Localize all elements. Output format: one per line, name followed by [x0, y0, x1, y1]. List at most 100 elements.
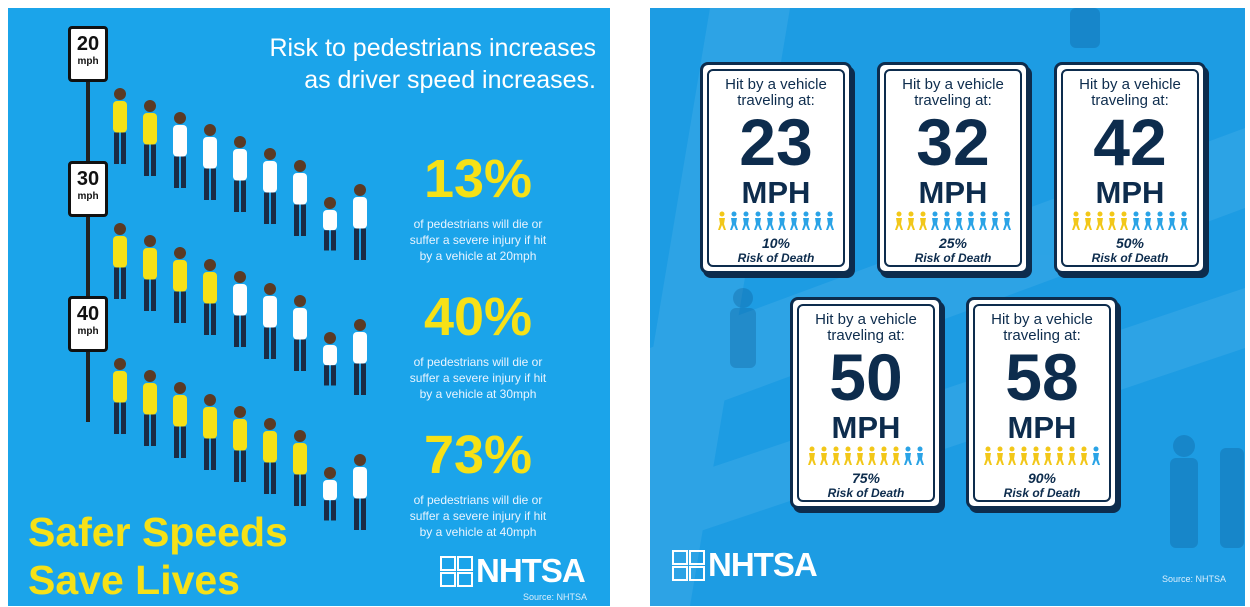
- card-unit: MPH: [918, 175, 988, 210]
- card-border: [707, 69, 845, 267]
- pedestrian-icons: [808, 446, 924, 465]
- person-body: [173, 395, 187, 427]
- card-heading: Hit by a vehicle traveling at:: [991, 311, 1093, 344]
- card-speed: 50: [829, 340, 903, 414]
- person-head: [174, 382, 186, 394]
- person-head: [174, 247, 186, 259]
- person-leg: [271, 327, 276, 359]
- person-leg: [294, 204, 299, 236]
- pedestrian-icon-head: [869, 446, 875, 452]
- person-leg: [151, 279, 156, 311]
- person-leg: [181, 426, 186, 458]
- logo-text: NHTSA: [708, 546, 818, 583]
- person-body: [353, 197, 367, 229]
- person-head: [264, 418, 276, 430]
- person-head: [324, 197, 336, 209]
- pedestrian-icon-body: [1068, 453, 1076, 465]
- person-leg: [294, 474, 299, 506]
- person-figure: [263, 283, 277, 359]
- person-head: [294, 295, 306, 307]
- card-heading: Hit by a vehicle traveling at:: [725, 76, 827, 109]
- person-figure: [323, 197, 337, 251]
- sign-pole: [86, 82, 90, 162]
- pedestrian-icon-head: [893, 446, 899, 452]
- pedestrian-icon-head: [857, 446, 863, 452]
- person-body: [143, 113, 157, 145]
- pedestrian-icons: [718, 211, 834, 230]
- stat-line: suffer a severe injury if hit: [409, 233, 547, 247]
- person-figure: [263, 418, 277, 494]
- pedestrian-icon-body: [943, 218, 951, 230]
- person-figure: [143, 100, 157, 176]
- pedestrian-icon-head: [815, 211, 821, 217]
- person-leg: [151, 414, 156, 446]
- card-risk-label: Risk of Death: [1003, 486, 1081, 500]
- pedestrian-icon-head: [992, 211, 998, 217]
- card-risk: 90%: [1027, 470, 1057, 486]
- pedestrian-icon-head: [827, 211, 833, 217]
- person-leg: [301, 339, 306, 371]
- pedestrian-icon-body: [808, 453, 816, 465]
- pedestrian-icon-head: [1097, 211, 1103, 217]
- person-body: [263, 161, 277, 193]
- pedestrian-icon-head: [881, 446, 887, 452]
- stat-line: suffer a severe injury if hit: [409, 371, 547, 385]
- person-leg: [144, 414, 149, 446]
- pedestrian-icon-body: [984, 453, 992, 465]
- pedestrian-icon-head: [1133, 211, 1139, 217]
- pedestrian-icon-body: [754, 218, 762, 230]
- logo-icon: [457, 556, 473, 571]
- risk-card: Hit by a vehicle traveling at: 23 MPH 10% Ri…: [700, 62, 852, 274]
- person-leg: [324, 230, 329, 251]
- logo-icon: [440, 556, 456, 571]
- pedestrian-icon-body: [967, 218, 975, 230]
- pedestrian-icon-head: [1057, 446, 1063, 452]
- pedestrian-icon-body: [820, 453, 828, 465]
- sign-unit: mph: [77, 326, 99, 337]
- person-body: [323, 210, 337, 231]
- person-figure: [233, 136, 247, 212]
- person-leg: [204, 303, 209, 335]
- person-figure: [353, 454, 367, 530]
- card-heading: Hit by a vehicle traveling at:: [1079, 76, 1181, 109]
- pedestrian-icon-head: [1157, 211, 1163, 217]
- card-unit: MPH: [1007, 410, 1077, 445]
- pedestrian-icon-head: [1081, 446, 1087, 452]
- person-body: [263, 296, 277, 328]
- card-risk: 10%: [761, 235, 791, 251]
- person-leg: [204, 438, 209, 470]
- person-body: [323, 345, 337, 366]
- person-leg: [114, 402, 119, 434]
- pedestrian-icon-head: [1009, 446, 1015, 452]
- person-figure: [113, 223, 127, 299]
- pedestrian-icon-body: [1032, 453, 1040, 465]
- person-head: [234, 406, 246, 418]
- stat-line: by a vehicle at 40mph: [419, 525, 537, 539]
- people-illustration: [113, 88, 367, 530]
- logo-icon: [689, 566, 705, 581]
- logo-icons: [440, 556, 473, 587]
- card-heading: Hit by a vehicle traveling at:: [902, 76, 1004, 109]
- person-figure: [173, 112, 187, 188]
- right-panel: NHTSA Source: NHTSA Hit by a vehicle trave…: [650, 8, 1245, 606]
- person-figure: [323, 332, 337, 386]
- sign-unit: mph: [77, 191, 99, 202]
- headline-line: Risk to pedestrians increases: [269, 34, 596, 62]
- pedestrian-icon-body: [895, 218, 903, 230]
- logo-text: NHTSA: [476, 552, 586, 589]
- person-figure: [203, 394, 217, 470]
- pedestrian-icon-body: [844, 453, 852, 465]
- person-head: [204, 124, 216, 136]
- pedestrian-icon-body: [1156, 218, 1164, 230]
- person-head: [324, 467, 336, 479]
- person-leg: [331, 500, 336, 521]
- person-figure: [233, 406, 247, 482]
- logo-icon: [457, 572, 473, 587]
- person-leg: [271, 192, 276, 224]
- person-body: [143, 383, 157, 415]
- pedestrian-icon-head: [803, 211, 809, 217]
- logo-icons: [672, 550, 705, 581]
- pedestrian-icon-head: [944, 211, 950, 217]
- person-head: [294, 430, 306, 442]
- person-leg: [181, 291, 186, 323]
